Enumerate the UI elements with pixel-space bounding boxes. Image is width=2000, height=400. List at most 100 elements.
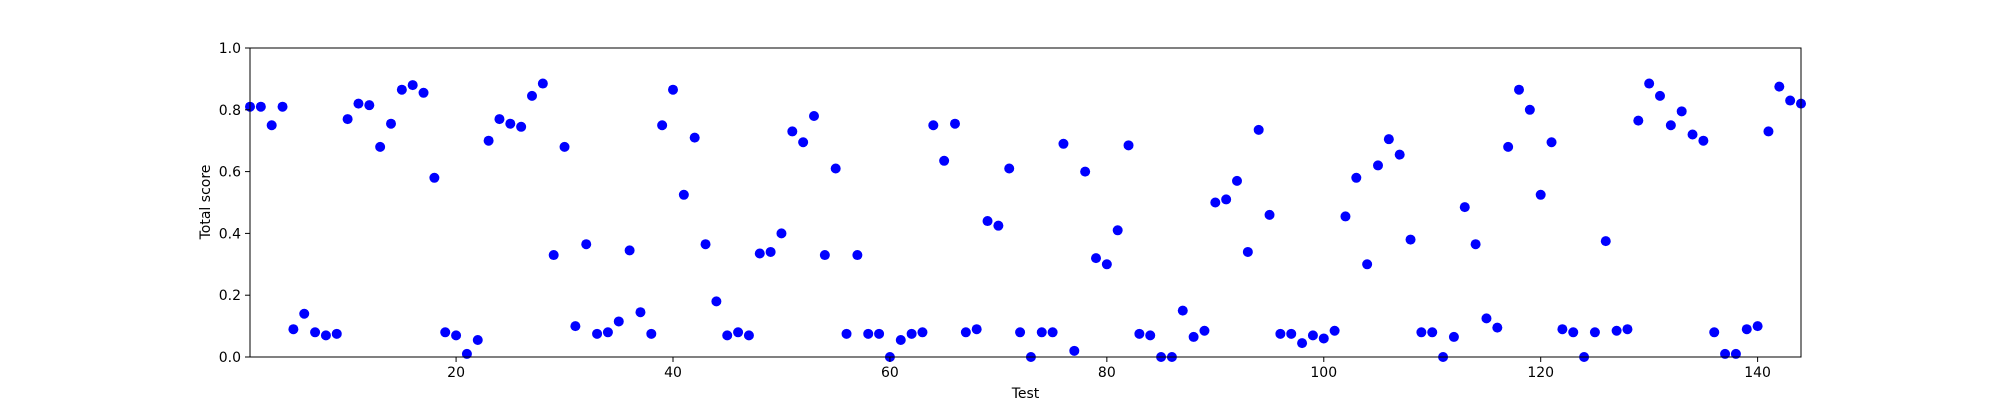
data-point xyxy=(472,335,483,345)
data-point xyxy=(1416,327,1427,338)
data-point xyxy=(798,137,809,148)
data-point xyxy=(548,250,559,261)
data-point xyxy=(516,121,527,132)
data-point xyxy=(320,330,331,341)
data-point xyxy=(1210,197,1221,208)
data-point xyxy=(1318,333,1329,344)
data-point xyxy=(1503,141,1514,152)
data-point xyxy=(1785,95,1796,106)
data-point xyxy=(592,328,603,339)
y-tick-label: 0.0 xyxy=(219,350,241,366)
data-point xyxy=(1188,331,1199,342)
data-point xyxy=(310,327,321,338)
data-point xyxy=(483,135,494,146)
data-point xyxy=(407,80,418,91)
data-point xyxy=(874,328,885,339)
data-point xyxy=(1600,236,1611,247)
data-point xyxy=(939,155,950,166)
data-point xyxy=(1459,202,1470,213)
data-point xyxy=(613,316,624,327)
data-point xyxy=(906,328,917,339)
x-axis-label: Test xyxy=(1011,386,1040,400)
data-point xyxy=(635,307,646,318)
plot-area-frame xyxy=(249,47,1802,358)
data-point xyxy=(809,110,819,121)
data-point xyxy=(993,220,1004,231)
data-point xyxy=(1568,327,1579,338)
data-point xyxy=(1655,90,1665,101)
data-point xyxy=(1058,138,1069,149)
data-point xyxy=(1101,259,1112,270)
data-point xyxy=(505,118,516,129)
data-point xyxy=(581,239,592,250)
data-point xyxy=(1676,106,1687,117)
data-point xyxy=(1015,327,1026,338)
data-point xyxy=(1644,78,1655,89)
data-point xyxy=(1470,239,1481,250)
data-point xyxy=(1123,140,1134,151)
data-point xyxy=(461,348,472,359)
data-point xyxy=(1112,225,1123,236)
data-point xyxy=(1763,126,1774,137)
data-point xyxy=(1275,328,1286,339)
x-tick-label: 20 xyxy=(447,365,465,381)
data-point xyxy=(1394,149,1405,160)
data-point xyxy=(1242,246,1253,257)
x-tick-label: 80 xyxy=(1098,365,1116,381)
data-point xyxy=(1047,327,1058,338)
y-axis-label: Total score xyxy=(198,165,214,241)
y-tick-label: 0.6 xyxy=(219,165,241,181)
y-tick-label: 0.8 xyxy=(219,103,241,119)
data-point xyxy=(1329,325,1340,336)
data-point xyxy=(277,101,288,112)
data-point xyxy=(1611,325,1622,336)
data-point xyxy=(982,216,993,227)
data-point xyxy=(971,324,982,335)
data-point xyxy=(1340,211,1351,222)
y-tick-label: 0.2 xyxy=(219,288,241,304)
data-point xyxy=(928,120,939,131)
data-point xyxy=(1297,338,1308,349)
data-point xyxy=(1091,253,1101,264)
data-point xyxy=(678,189,689,200)
data-points xyxy=(245,78,1806,362)
data-point xyxy=(646,328,657,339)
data-point xyxy=(266,120,277,131)
data-point xyxy=(396,84,407,95)
data-point xyxy=(1427,327,1438,338)
x-tick-label: 100 xyxy=(1310,365,1337,381)
data-point xyxy=(657,120,668,131)
data-point xyxy=(1774,81,1785,92)
data-point xyxy=(1004,163,1015,174)
data-point xyxy=(765,246,776,257)
data-point xyxy=(602,327,613,338)
data-point xyxy=(1687,129,1698,140)
y-tick-label: 1.0 xyxy=(219,41,241,57)
data-point xyxy=(299,308,310,319)
data-point xyxy=(733,327,744,338)
data-point xyxy=(689,132,700,143)
data-point xyxy=(451,330,462,341)
data-point xyxy=(841,328,852,339)
data-point xyxy=(1286,328,1297,339)
data-point xyxy=(1492,322,1503,333)
data-point xyxy=(1514,84,1524,95)
data-point xyxy=(1069,345,1080,356)
data-point xyxy=(1145,330,1156,341)
data-point xyxy=(1546,137,1557,148)
data-point xyxy=(494,114,505,125)
data-point xyxy=(386,118,396,129)
data-point xyxy=(364,100,375,111)
data-point xyxy=(1199,325,1210,336)
data-point xyxy=(700,239,711,250)
data-point xyxy=(1362,259,1373,270)
data-point xyxy=(429,172,440,183)
data-point xyxy=(1524,104,1535,115)
data-point xyxy=(776,228,787,239)
y-tick-label: 0.4 xyxy=(219,226,241,242)
data-point xyxy=(1253,124,1264,135)
x-tick-label: 40 xyxy=(664,365,682,381)
x-tick-label: 60 xyxy=(881,365,899,381)
data-point xyxy=(1134,328,1145,339)
